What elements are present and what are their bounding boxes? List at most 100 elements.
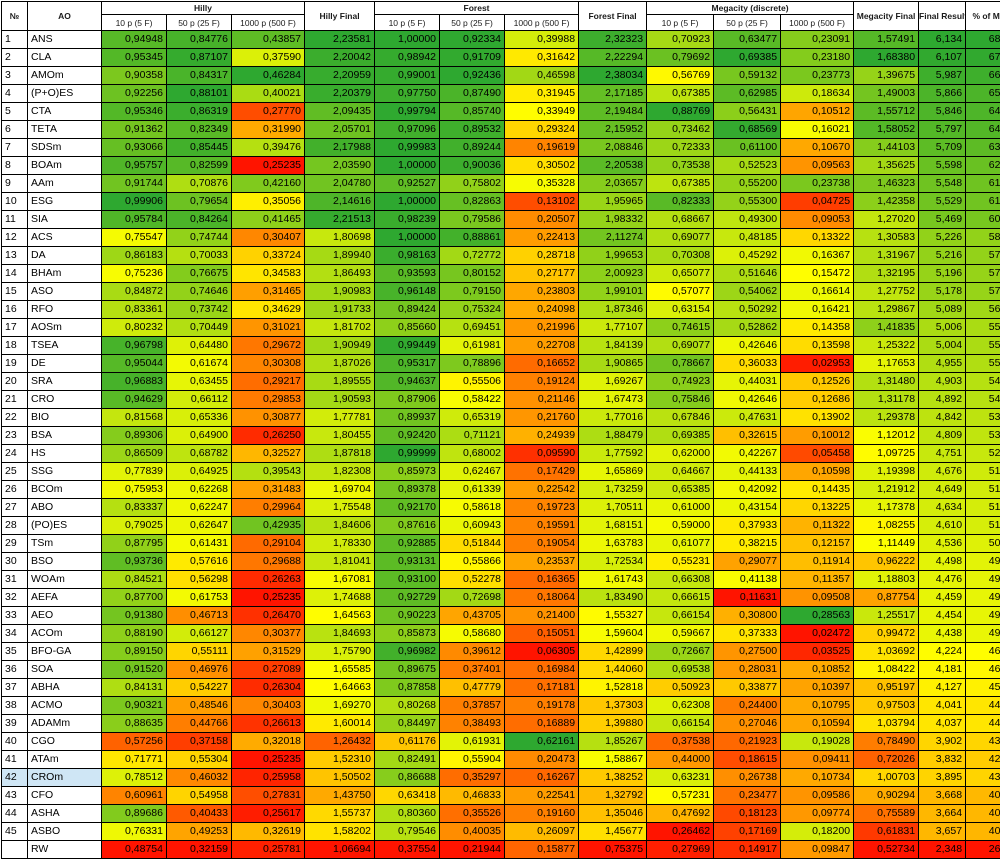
cell-megacity-final: 1,21912 xyxy=(854,481,919,499)
cell-hilly-1000p: 0,25235 xyxy=(232,157,305,175)
cell-megacity-1000p: 0,10594 xyxy=(781,715,854,733)
cell-hilly-final: 2,21513 xyxy=(305,211,375,229)
cell-hilly-final: 1,60014 xyxy=(305,715,375,733)
cell-final-result: 5,598 xyxy=(919,157,966,175)
cell-hilly-final: 1,86493 xyxy=(305,265,375,283)
row-number: 41 xyxy=(2,751,28,769)
cell-hilly-final: 2,04780 xyxy=(305,175,375,193)
cell-pct-max: 54,48 xyxy=(966,373,1000,391)
cell-megacity-10p: 0,68667 xyxy=(647,211,714,229)
cell-megacity-1000p: 0,13598 xyxy=(781,337,854,355)
cell-megacity-50p: 0,63477 xyxy=(714,31,781,49)
cell-final-result: 5,216 xyxy=(919,247,966,265)
cell-hilly-50p: 0,56298 xyxy=(167,571,232,589)
cell-forest-10p: 0,99794 xyxy=(375,103,440,121)
cell-pct-max: 67,86 xyxy=(966,49,1000,67)
cell-hilly-10p: 0,91362 xyxy=(102,121,167,139)
cell-forest-10p: 0,97096 xyxy=(375,121,440,139)
algorithm-name: RW xyxy=(28,841,102,859)
cell-hilly-10p: 0,95044 xyxy=(102,355,167,373)
cell-forest-1000p: 0,16889 xyxy=(505,715,579,733)
cell-forest-final: 2,38034 xyxy=(579,67,647,85)
cell-final-result: 3,902 xyxy=(919,733,966,751)
cell-hilly-1000p: 0,32619 xyxy=(232,823,305,841)
cell-forest-final: 1,42899 xyxy=(579,643,647,661)
cell-forest-final: 1,99653 xyxy=(579,247,647,265)
cell-pct-max: 49,49 xyxy=(966,607,1000,625)
cell-megacity-1000p: 0,16614 xyxy=(781,283,854,301)
cell-megacity-10p: 0,50923 xyxy=(647,679,714,697)
cell-forest-50p: 0,37401 xyxy=(440,661,505,679)
cell-pct-max: 46,93 xyxy=(966,643,1000,661)
cell-megacity-10p: 0,69385 xyxy=(647,427,714,445)
cell-forest-50p: 0,58422 xyxy=(440,391,505,409)
cell-final-result: 5,089 xyxy=(919,301,966,319)
cell-megacity-50p: 0,24400 xyxy=(714,697,781,715)
cell-megacity-final: 1,31480 xyxy=(854,373,919,391)
algorithm-name: ATAm xyxy=(28,751,102,769)
cell-megacity-10p: 0,66154 xyxy=(647,715,714,733)
cell-megacity-50p: 0,52523 xyxy=(714,157,781,175)
cell-pct-max: 50,40 xyxy=(966,535,1000,553)
cell-forest-10p: 0,84497 xyxy=(375,715,440,733)
cell-forest-final: 1,63783 xyxy=(579,535,647,553)
header-hilly-final: Hilly Final xyxy=(305,2,375,31)
cell-forest-50p: 0,35526 xyxy=(440,805,505,823)
cell-pct-max: 54,36 xyxy=(966,391,1000,409)
cell-megacity-1000p: 0,28563 xyxy=(781,607,854,625)
cell-hilly-1000p: 0,29104 xyxy=(232,535,305,553)
cell-forest-1000p: 0,31642 xyxy=(505,49,579,67)
row-number: 44 xyxy=(2,805,28,823)
cell-forest-10p: 0,87858 xyxy=(375,679,440,697)
row-number: 7 xyxy=(2,139,28,157)
cell-hilly-final: 2,03590 xyxy=(305,157,375,175)
cell-final-result: 4,955 xyxy=(919,355,966,373)
cell-hilly-10p: 0,89686 xyxy=(102,805,167,823)
cell-megacity-50p: 0,41138 xyxy=(714,571,781,589)
cell-hilly-50p: 0,55111 xyxy=(167,643,232,661)
cell-final-result: 5,797 xyxy=(919,121,966,139)
cell-pct-max: 45,85 xyxy=(966,679,1000,697)
cell-forest-final: 1,87346 xyxy=(579,301,647,319)
cell-forest-50p: 0,47779 xyxy=(440,679,505,697)
cell-hilly-50p: 0,62647 xyxy=(167,517,232,535)
algorithm-name: CFO xyxy=(28,787,102,805)
cell-megacity-1000p: 0,11322 xyxy=(781,517,854,535)
cell-forest-50p: 0,55506 xyxy=(440,373,505,391)
cell-megacity-1000p: 0,16367 xyxy=(781,247,854,265)
cell-megacity-final: 1,39675 xyxy=(854,67,919,85)
cell-forest-final: 1,88479 xyxy=(579,427,647,445)
cell-hilly-10p: 0,95784 xyxy=(102,211,167,229)
cell-forest-10p: 0,79546 xyxy=(375,823,440,841)
cell-hilly-10p: 0,94629 xyxy=(102,391,167,409)
subheader-megacity-10p: 10 p (5 F) xyxy=(647,15,714,31)
cell-forest-10p: 0,93100 xyxy=(375,571,440,589)
cell-forest-10p: 0,87616 xyxy=(375,517,440,535)
cell-megacity-50p: 0,61100 xyxy=(714,139,781,157)
cell-forest-1000p: 0,29324 xyxy=(505,121,579,139)
cell-forest-1000p: 0,24939 xyxy=(505,427,579,445)
cell-forest-10p: 0,87906 xyxy=(375,391,440,409)
cell-forest-50p: 0,52278 xyxy=(440,571,505,589)
algorithm-name: CRO xyxy=(28,391,102,409)
cell-final-result: 5,196 xyxy=(919,265,966,283)
cell-megacity-1000p: 0,10397 xyxy=(781,679,854,697)
cell-final-result: 4,903 xyxy=(919,373,966,391)
algorithm-name: ACMO xyxy=(28,697,102,715)
cell-forest-final: 1,37303 xyxy=(579,697,647,715)
cell-pct-max: 49,31 xyxy=(966,625,1000,643)
cell-forest-50p: 0,39612 xyxy=(440,643,505,661)
cell-forest-1000p: 0,31945 xyxy=(505,85,579,103)
cell-hilly-final: 1,78330 xyxy=(305,535,375,553)
cell-pct-max: 40,76 xyxy=(966,787,1000,805)
row-number: 11 xyxy=(2,211,28,229)
cell-pct-max: 49,98 xyxy=(966,553,1000,571)
cell-megacity-50p: 0,51646 xyxy=(714,265,781,283)
cell-hilly-50p: 0,84776 xyxy=(167,31,232,49)
algorithm-name: AEO xyxy=(28,607,102,625)
